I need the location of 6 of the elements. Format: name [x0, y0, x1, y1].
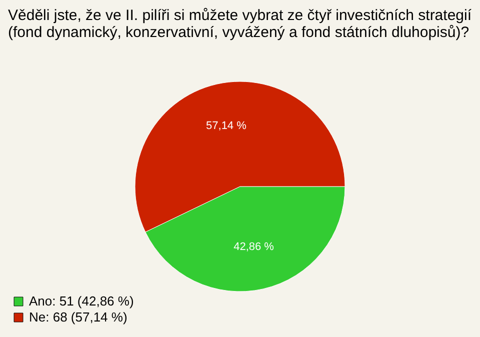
data-label: 57,14 %	[206, 120, 247, 132]
text: Věděli jste, že ve II. pilíři si můžete vybrat ze čtyř investičních strategií	[8, 7, 472, 24]
legend-label: Ano: 51 (42,86 %)	[29, 294, 134, 308]
text: (fond dynamický, konzervativní, vyvážený a fond státních dluhopisů)?	[8, 24, 470, 41]
legend-label: Ne: 68 (57,14 %)	[29, 310, 128, 324]
data-label: 42,86 %	[234, 240, 274, 253]
